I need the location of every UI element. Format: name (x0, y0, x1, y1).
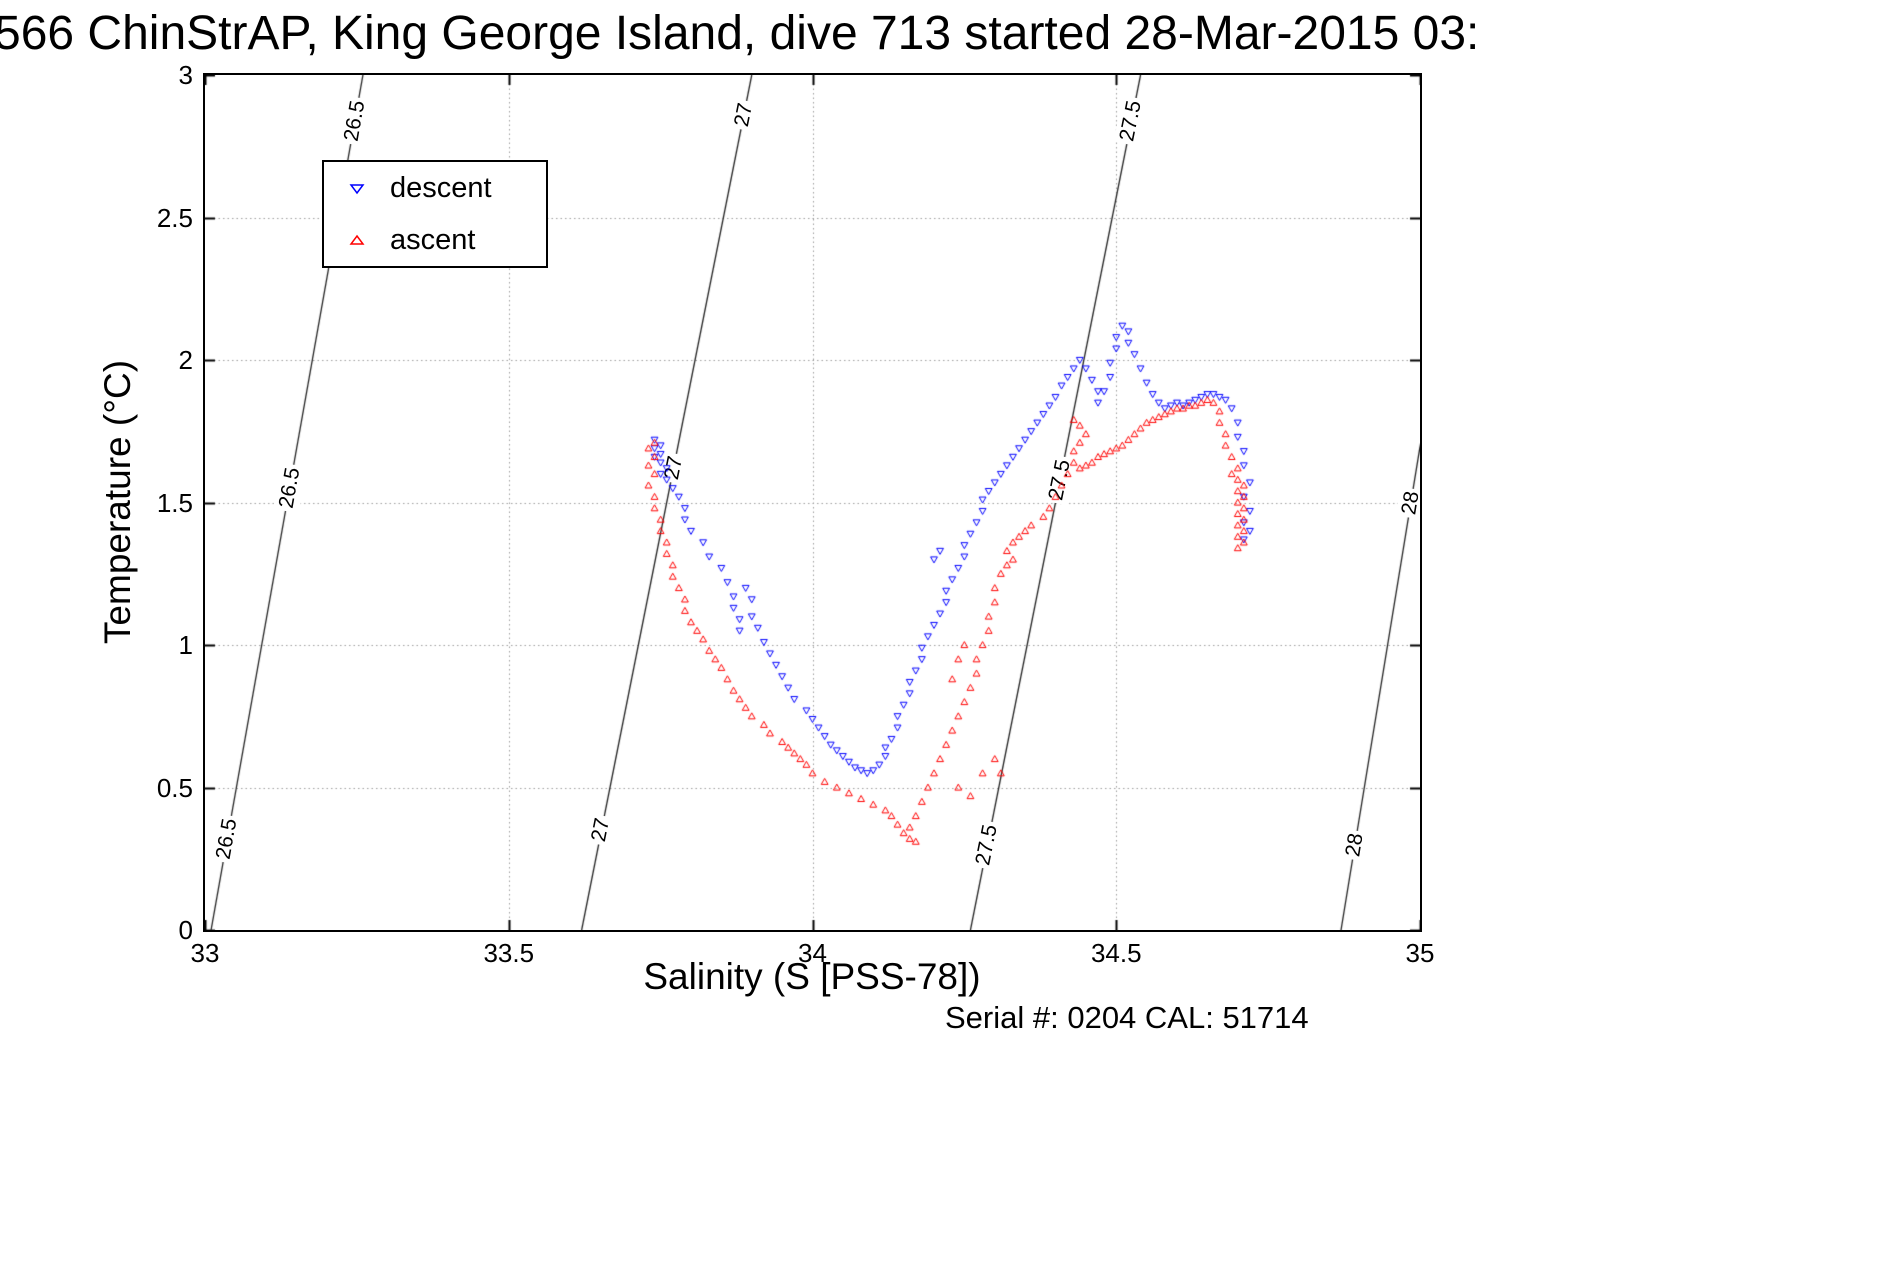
x-tick-label: 34.5 (1090, 938, 1142, 968)
x-tick-label: 33 (190, 938, 220, 968)
legend-box: descent ascent (322, 160, 548, 268)
legend-label-descent: descent (390, 171, 492, 204)
legend-descent-marker-path (349, 183, 365, 194)
legend-entry-ascent: ascent (324, 214, 546, 266)
y-tick-label: 1.5 (156, 487, 193, 518)
legend-label-ascent: ascent (390, 223, 476, 256)
y-tick-label: 0 (178, 915, 193, 945)
legend-ascent-marker-path (349, 234, 365, 245)
x-axis-label: Salinity (S [PSS-78]) (643, 956, 981, 997)
triangle-down-icon (324, 182, 390, 195)
legend-entry-descent: descent (324, 162, 546, 214)
serial-calibration-note: Serial #: 0204 CAL: 51714 (945, 1000, 1309, 1035)
y-tick-label: 2 (178, 345, 193, 375)
y-tick-label: 2.5 (156, 202, 193, 233)
triangle-up-icon (324, 234, 390, 247)
x-tick-label: 33.5 (483, 938, 535, 968)
y-tick-label: 1 (178, 630, 193, 660)
y-tick-label: 0.5 (156, 772, 193, 803)
x-tick-label: 35 (1405, 938, 1435, 968)
chart-title: 566 ChinStrAP, King George Island, dive … (0, 7, 1480, 60)
x-tick-label: 34 (798, 938, 827, 968)
y-tick-label: 3 (178, 60, 193, 90)
